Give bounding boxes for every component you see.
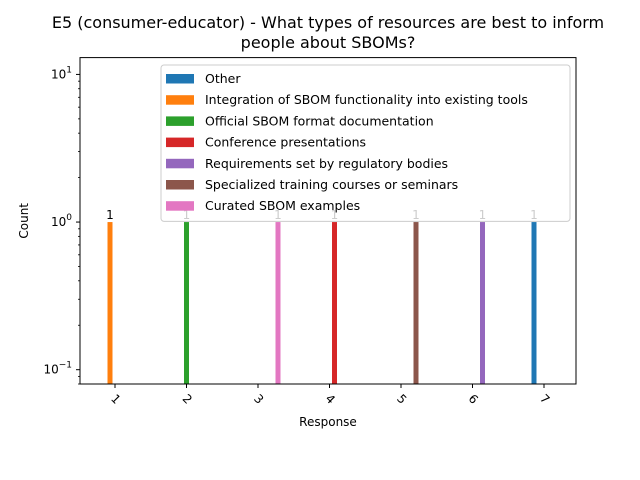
legend-entry-3: Conference presentations	[205, 135, 366, 150]
legend-swatch-6	[166, 201, 194, 211]
x-tick-label-6: 6	[466, 392, 481, 407]
chart-title-line-1: E5 (consumer-educator) - What types of r…	[52, 13, 604, 32]
legend-swatch-3	[166, 137, 194, 148]
legend-entry-5: Specialized training courses or seminars	[205, 177, 458, 192]
y-axis-label: Count	[17, 203, 31, 239]
legend-frame	[160, 64, 571, 222]
x-tick-label-1: 1	[108, 392, 123, 407]
x-tick-label-5: 5	[394, 392, 409, 407]
y-axis: 10−1 100 101	[43, 65, 80, 385]
legend-swatch-5	[166, 180, 194, 190]
bar-6-series-4	[480, 222, 485, 384]
bar-3-series-6	[275, 222, 281, 384]
bars-layer	[107, 222, 537, 384]
chart-title-line-2: people about SBOMs?	[241, 33, 416, 52]
bar-2-series-2	[184, 222, 189, 384]
x-tick-label-2: 2	[180, 392, 195, 407]
bar-4-series-3	[332, 222, 337, 384]
y-tick-label-1: 100	[51, 213, 72, 229]
legend-entry-2: Official SBOM format documentation	[205, 113, 434, 128]
bar-7-series-0	[531, 222, 537, 384]
x-tick-label-7: 7	[537, 392, 552, 407]
legend-swatch-0	[166, 74, 194, 84]
x-axis: 1 2 3 4 5 6 7	[108, 384, 552, 407]
x-tick-label-4: 4	[323, 392, 338, 407]
legend-entry-4: Requirements set by regulatory bodies	[205, 156, 448, 171]
bar-5-series-5	[413, 222, 419, 384]
legend-swatch-4	[166, 158, 194, 169]
plot-area-frame	[79, 57, 577, 385]
data-label-1-series-1: 1	[106, 208, 114, 222]
x-tick-label-3: 3	[251, 392, 266, 407]
legend-entry-6: Curated SBOM examples	[205, 198, 360, 213]
legend-swatch-2	[166, 116, 194, 126]
y-tick-label-0: 10−1	[43, 361, 72, 377]
legend: Other Integration of SBOM functionality i…	[160, 64, 571, 222]
legend-swatch-1	[166, 95, 194, 105]
x-axis-label: Response	[299, 415, 357, 429]
chart-title: E5 (consumer-educator) - What types of r…	[52, 13, 604, 52]
bar-1-series-1	[107, 222, 113, 384]
y-tick-label-2: 101	[51, 65, 72, 81]
legend-entry-0: Other	[205, 71, 241, 86]
legend-entry-1: Integration of SBOM functionality into e…	[205, 92, 528, 107]
